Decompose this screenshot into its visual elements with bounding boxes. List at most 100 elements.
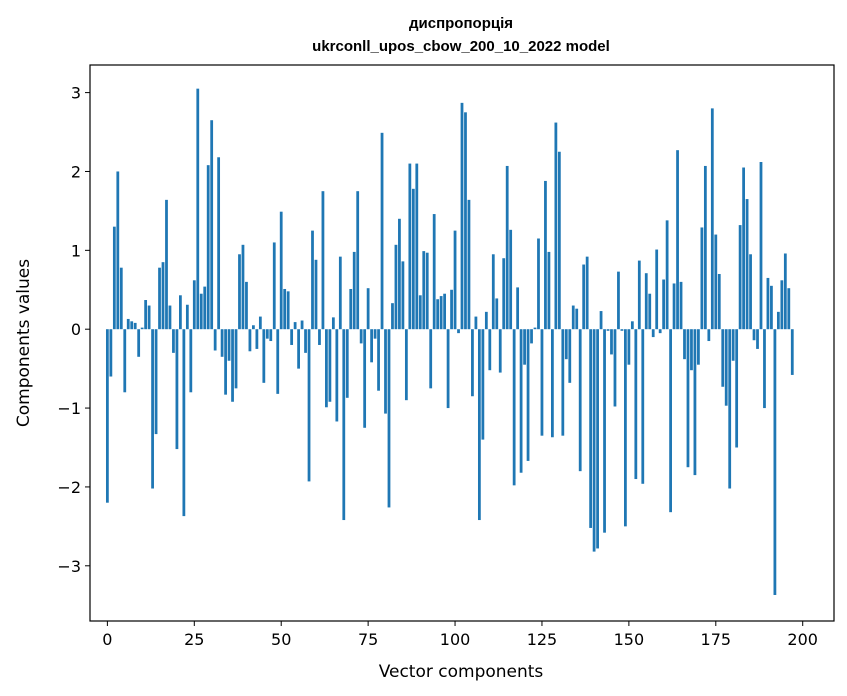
- bar: [721, 329, 725, 387]
- bar: [349, 288, 353, 330]
- bar: [262, 329, 266, 383]
- bar: [624, 329, 627, 527]
- bar: [297, 329, 300, 369]
- bar: [460, 102, 464, 330]
- bar: [484, 311, 488, 330]
- bar: [404, 329, 408, 401]
- bar: [165, 199, 168, 330]
- bar: [265, 329, 269, 339]
- bar: [224, 329, 227, 395]
- bar: [537, 238, 540, 330]
- bar: [783, 253, 787, 330]
- bar: [304, 329, 307, 353]
- bar: [724, 329, 728, 406]
- bar: [432, 214, 436, 330]
- bar: [523, 329, 526, 365]
- bar: [335, 329, 339, 422]
- bar: [398, 218, 401, 330]
- bar: [519, 329, 523, 473]
- bar: [526, 329, 530, 461]
- bar: [592, 329, 596, 552]
- bar: [544, 180, 547, 330]
- bar: [551, 329, 554, 438]
- bar: [286, 291, 290, 330]
- bar: [311, 230, 314, 330]
- bar: [380, 132, 384, 330]
- bar: [272, 242, 276, 330]
- bar: [516, 287, 520, 330]
- bar: [533, 327, 537, 330]
- bar: [293, 322, 297, 330]
- bar: [342, 329, 346, 521]
- bar: [613, 329, 617, 407]
- bar: [683, 329, 686, 360]
- bar: [321, 191, 325, 330]
- bar: [154, 329, 158, 435]
- bar: [158, 267, 161, 330]
- bar: [641, 329, 645, 484]
- y-tick-label: 3: [71, 84, 81, 103]
- bar: [547, 251, 551, 330]
- y-tick-label: 0: [71, 320, 81, 339]
- bar: [575, 308, 579, 330]
- bar: [610, 329, 613, 355]
- bar: [130, 321, 134, 330]
- bar: [672, 283, 676, 330]
- bar: [620, 329, 624, 331]
- bar: [352, 251, 356, 330]
- bar: [175, 329, 179, 450]
- bar: [415, 163, 419, 330]
- y-axis-label: Components values: [14, 259, 34, 427]
- bar: [387, 329, 391, 508]
- bar: [241, 244, 245, 330]
- bar: [182, 329, 186, 517]
- x-tick-label: 200: [787, 630, 818, 649]
- bar: [234, 329, 238, 389]
- bar: [585, 256, 589, 330]
- bar: [627, 329, 631, 365]
- bar: [578, 329, 582, 472]
- y-tick-label: 1: [71, 241, 81, 260]
- bar: [603, 329, 606, 533]
- bar: [210, 120, 214, 330]
- bar: [658, 329, 662, 334]
- bar: [179, 295, 182, 330]
- bar: [738, 225, 742, 330]
- bar: [172, 329, 175, 353]
- bar: [665, 220, 669, 330]
- y-tick-label: 2: [71, 162, 81, 181]
- bar: [669, 329, 672, 513]
- bar: [314, 259, 318, 330]
- bar: [773, 329, 777, 595]
- bar: [140, 327, 144, 330]
- bar: [728, 329, 732, 489]
- bar: [217, 157, 221, 330]
- x-axis-ticks: 0 25 50 75 100 125 150 175 200: [102, 621, 818, 649]
- bar: [464, 112, 467, 330]
- bar: [557, 151, 561, 330]
- bar: [697, 329, 700, 365]
- bar: [509, 229, 513, 330]
- x-tick-label: 175: [701, 630, 732, 649]
- bar: [366, 288, 370, 330]
- bar: [703, 165, 707, 330]
- bar: [589, 329, 593, 528]
- bar: [735, 329, 739, 448]
- bar: [422, 251, 426, 330]
- bar: [763, 329, 766, 409]
- bar: [203, 286, 207, 330]
- bar: [168, 305, 172, 330]
- bar: [599, 311, 603, 330]
- bar: [502, 258, 506, 330]
- x-tick-label: 150: [614, 630, 645, 649]
- x-tick-label: 100: [440, 630, 471, 649]
- bar: [325, 329, 328, 408]
- bar: [790, 329, 794, 375]
- bar: [196, 88, 200, 330]
- bar: [370, 329, 373, 363]
- x-tick-label: 25: [184, 630, 204, 649]
- bar: [749, 254, 752, 330]
- bar: [471, 329, 474, 397]
